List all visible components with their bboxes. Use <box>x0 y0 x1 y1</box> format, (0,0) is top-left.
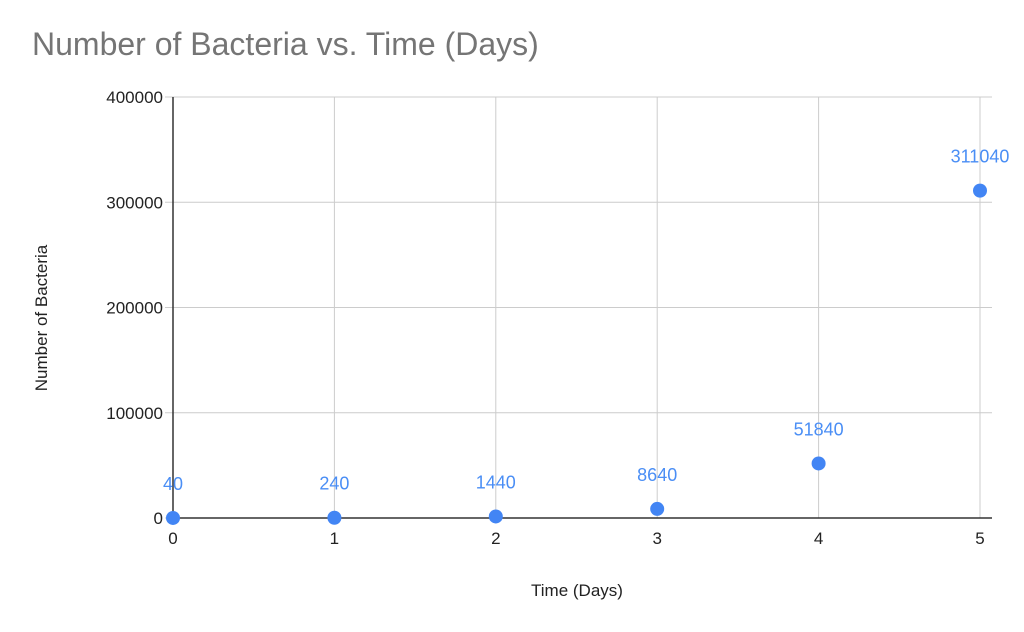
data-point <box>973 183 987 198</box>
x-tick-label: 2 <box>491 529 500 548</box>
y-tick-label: 300000 <box>106 193 163 212</box>
data-point <box>488 509 503 524</box>
data-label: 311040 <box>951 147 1010 167</box>
x-axis-title: Time (Days) <box>531 581 623 600</box>
data-point <box>327 510 342 525</box>
data-label: 40 <box>163 474 183 494</box>
x-tick-label: 1 <box>330 529 339 548</box>
y-tick-label: 400000 <box>106 88 163 107</box>
y-tick-label: 0 <box>154 509 163 528</box>
y-tick-label: 100000 <box>106 404 163 423</box>
y-tick-label: 200000 <box>106 299 163 318</box>
x-tick-label: 0 <box>168 529 177 548</box>
x-tick-label: 3 <box>652 529 661 548</box>
data-label: 1440 <box>476 472 516 492</box>
data-point <box>166 510 180 525</box>
data-label: 240 <box>319 474 349 494</box>
data-point <box>650 501 665 516</box>
data-point <box>811 456 826 471</box>
chart-title: Number of Bacteria vs. Time (Days) <box>32 26 539 62</box>
x-tick-label: 5 <box>975 529 984 548</box>
y-axis-title: Number of Bacteria <box>32 244 51 391</box>
data-label: 51840 <box>794 419 844 439</box>
data-label: 8640 <box>637 465 677 485</box>
x-tick-label: 4 <box>814 529 823 548</box>
